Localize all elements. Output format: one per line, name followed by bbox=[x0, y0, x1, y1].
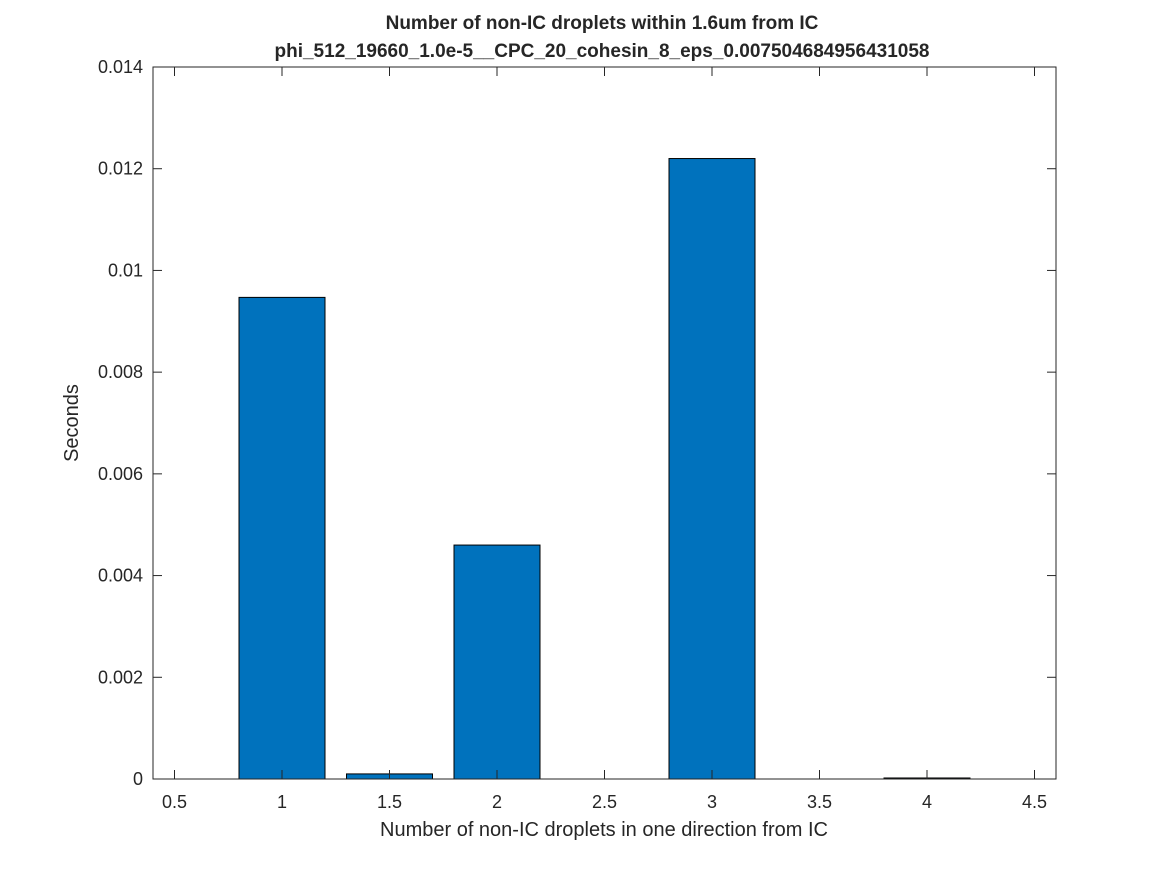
y-tick-label: 0.004 bbox=[98, 566, 143, 586]
y-axis-ticks: 0 0.002 0.004 0.006 0.008 0.01 0.012 0.014 bbox=[98, 57, 1056, 789]
x-tick-label: 2 bbox=[492, 792, 502, 812]
x-tick-label: 4 bbox=[922, 792, 932, 812]
x-tick-label: 1 bbox=[277, 792, 287, 812]
y-tick-label: 0.012 bbox=[98, 159, 143, 179]
chart-title-line-2: phi_512_19660_1.0e-5__CPC_20_cohesin_8_e… bbox=[275, 41, 930, 62]
bars-group bbox=[238, 158, 971, 780]
x-tick-label: 1.5 bbox=[377, 792, 402, 812]
chart-title: Number of non-IC droplets within 1.6um f… bbox=[275, 13, 930, 62]
bar-2 bbox=[453, 544, 541, 780]
y-tick-label: 0.006 bbox=[98, 464, 143, 484]
x-axis-ticks: 0.5 1 1.5 2 2.5 3 3.5 4 4.5 bbox=[162, 67, 1047, 812]
x-axis-label: Number of non-IC droplets in one directi… bbox=[380, 819, 828, 841]
x-tick-label: 3 bbox=[707, 792, 717, 812]
x-tick-label: 2.5 bbox=[592, 792, 617, 812]
y-axis-label: Seconds bbox=[61, 384, 83, 462]
bar-3 bbox=[668, 158, 756, 780]
x-tick-label: 0.5 bbox=[162, 792, 187, 812]
chart-title-line-1: Number of non-IC droplets within 1.6um f… bbox=[386, 13, 819, 34]
y-tick-label: 0.014 bbox=[98, 57, 143, 77]
x-tick-label: 4.5 bbox=[1022, 792, 1047, 812]
y-tick-label: 0.01 bbox=[108, 260, 143, 280]
y-tick-label: 0.002 bbox=[98, 667, 143, 687]
y-tick-label: 0 bbox=[133, 769, 143, 789]
y-tick-label: 0.008 bbox=[98, 362, 143, 382]
bar-1 bbox=[238, 296, 326, 780]
x-tick-label: 3.5 bbox=[807, 792, 832, 812]
